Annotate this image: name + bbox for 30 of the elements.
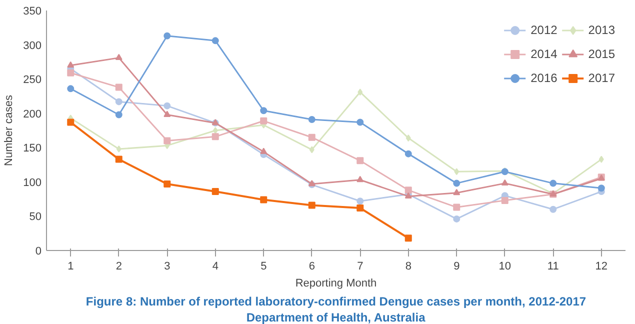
y-axis-title: Number cases <box>3 94 16 166</box>
y-tick-label: 0 <box>35 246 42 258</box>
text: Department of Health, Australia <box>246 310 426 324</box>
x-tick-label: 2 <box>116 260 122 272</box>
legend-label: 2016 <box>530 71 558 85</box>
x-tick-label: 1 <box>68 260 74 272</box>
y-tick-label: 350 <box>23 6 42 18</box>
x-tick-label: 4 <box>212 260 218 272</box>
legend-label: 2013 <box>588 23 615 37</box>
x-tick-label: 8 <box>405 260 412 272</box>
y-tick-label: 50 <box>29 211 42 224</box>
y-tick-label: 100 <box>23 176 42 189</box>
x-tick-label: 5 <box>260 260 267 272</box>
x-tick-label: 10 <box>498 260 512 272</box>
x-tick-label: 7 <box>357 260 364 272</box>
legend-label: 2014 <box>530 47 558 61</box>
x-axis-title: Reporting Month <box>295 278 377 290</box>
y-tick-label: 250 <box>23 74 42 86</box>
y-tick-label: 150 <box>23 142 42 155</box>
y-tick-label: 200 <box>23 108 42 120</box>
y-tick-label: 300 <box>23 40 42 52</box>
x-tick-label: 12 <box>595 260 608 272</box>
legend-label: 2012 <box>530 23 558 37</box>
legend-label: 2015 <box>588 47 615 61</box>
legend-label: 2017 <box>588 71 615 85</box>
x-tick-label: 6 <box>308 260 315 272</box>
x-tick-label: 3 <box>164 260 170 272</box>
x-tick-label: 11 <box>547 260 559 272</box>
caption: Figure 8: Number of reported laboratory-confirmed Dengue cases per month, 2012-2017 <box>86 294 586 308</box>
x-tick-label: 9 <box>454 260 460 272</box>
